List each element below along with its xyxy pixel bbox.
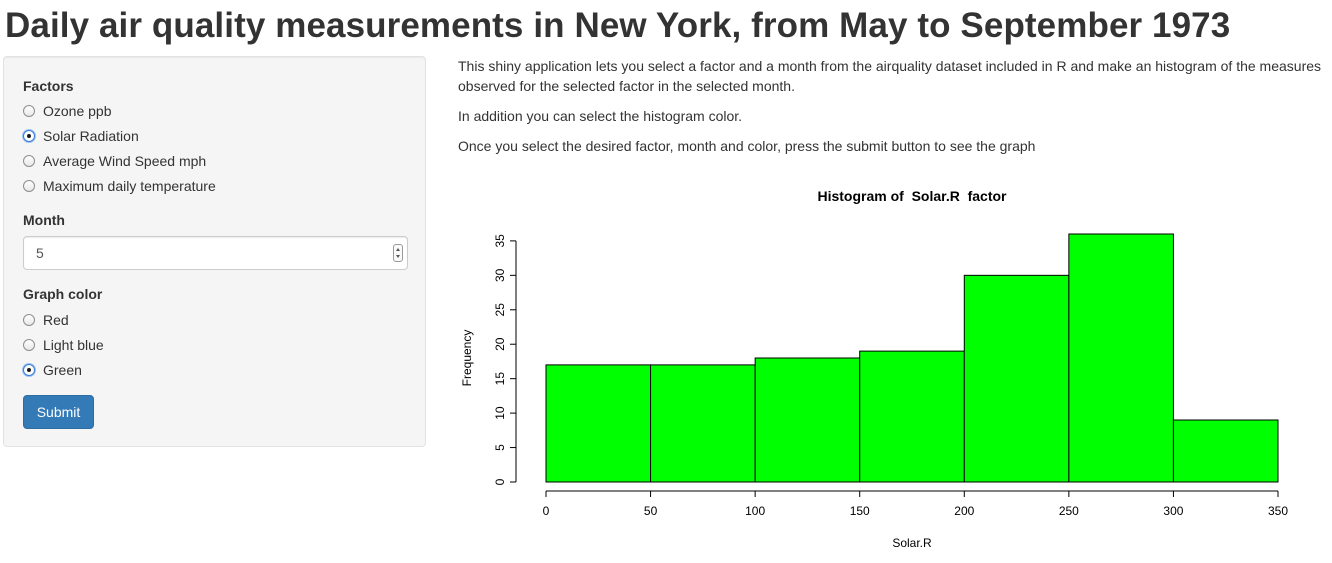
radio-checked-icon[interactable] <box>23 364 35 376</box>
page-title: Daily air quality measurements in New Yo… <box>5 6 1231 45</box>
color-option-label: Green <box>43 362 82 378</box>
x-axis-label: Solar.R <box>892 536 932 550</box>
radio-unchecked-icon[interactable] <box>23 105 35 117</box>
factor-option-label: Solar Radiation <box>43 128 139 144</box>
histogram-bar <box>545 364 652 483</box>
y-tick-label: 30 <box>493 268 507 282</box>
histogram-bar <box>1172 419 1279 483</box>
histogram-bar <box>1068 233 1174 483</box>
factor-option-ozone[interactable]: Ozone ppb <box>23 101 112 121</box>
histogram-bar <box>754 357 861 483</box>
x-tick-label: 150 <box>850 504 870 518</box>
y-axis: 0 5 10 15 20 25 30 35 <box>493 234 517 485</box>
chart-title: Histogram of Solar.R factor <box>817 188 1007 204</box>
month-input-value: 5 <box>36 245 44 261</box>
histogram-bar <box>963 274 1070 483</box>
graph-color-label: Graph color <box>23 286 103 302</box>
x-tick-label: 250 <box>1059 504 1079 518</box>
factor-option-label: Average Wind Speed mph <box>43 153 207 169</box>
bars-group <box>545 233 1279 483</box>
y-axis-label: Frequency <box>460 330 474 387</box>
factor-option-label: Maximum daily temperature <box>43 178 216 194</box>
x-tick-label: 350 <box>1268 504 1288 518</box>
color-option-light-blue[interactable]: Light blue <box>23 335 104 355</box>
radio-unchecked-icon[interactable] <box>23 314 35 326</box>
submit-button[interactable]: Submit <box>23 395 94 429</box>
factor-option-wind-speed[interactable]: Average Wind Speed mph <box>23 151 206 171</box>
y-tick-label: 0 <box>493 478 507 485</box>
y-tick-label: 20 <box>493 337 507 351</box>
radio-unchecked-icon[interactable] <box>23 155 35 167</box>
factor-option-label: Ozone ppb <box>43 103 112 119</box>
instructions-paragraph: Once you select the desired factor, mont… <box>458 138 1036 154</box>
radio-checked-icon[interactable] <box>23 130 35 142</box>
month-input[interactable]: 5 <box>23 236 408 270</box>
factor-option-temperature[interactable]: Maximum daily temperature <box>23 176 216 196</box>
x-tick-label: 0 <box>543 504 550 518</box>
histogram-bar <box>650 364 756 483</box>
description-paragraph: This shiny application lets you select a… <box>458 58 1322 94</box>
y-tick-label: 35 <box>493 234 507 248</box>
x-tick-label: 300 <box>1163 504 1183 518</box>
color-option-label: Red <box>43 312 69 328</box>
y-tick-label: 10 <box>493 406 507 420</box>
x-tick-label: 200 <box>954 504 974 518</box>
color-option-label: Light blue <box>43 337 104 353</box>
histogram-chart: Histogram of Solar.R factor Solar.R Freq… <box>460 188 1288 550</box>
stepper-arrows-icon[interactable] <box>393 244 403 262</box>
sidebar-panel: Factors Ozone ppb Solar Radiation Averag… <box>3 56 426 447</box>
x-tick-label: 50 <box>644 504 658 518</box>
histogram-bar <box>859 350 965 483</box>
radio-unchecked-icon[interactable] <box>23 180 35 192</box>
color-hint-paragraph: In addition you can select the histogram… <box>458 108 743 124</box>
y-tick-label: 5 <box>493 444 507 451</box>
x-tick-label: 100 <box>745 504 765 518</box>
y-tick-label: 25 <box>493 303 507 317</box>
x-axis: 0 50 100 150 200 250 300 350 <box>543 490 1288 518</box>
month-label: Month <box>23 212 65 228</box>
factors-label: Factors <box>23 78 74 94</box>
color-option-red[interactable]: Red <box>23 310 69 330</box>
factor-option-solar-radiation[interactable]: Solar Radiation <box>23 126 139 146</box>
y-tick-label: 15 <box>493 372 507 386</box>
color-option-green[interactable]: Green <box>23 360 82 380</box>
radio-unchecked-icon[interactable] <box>23 339 35 351</box>
